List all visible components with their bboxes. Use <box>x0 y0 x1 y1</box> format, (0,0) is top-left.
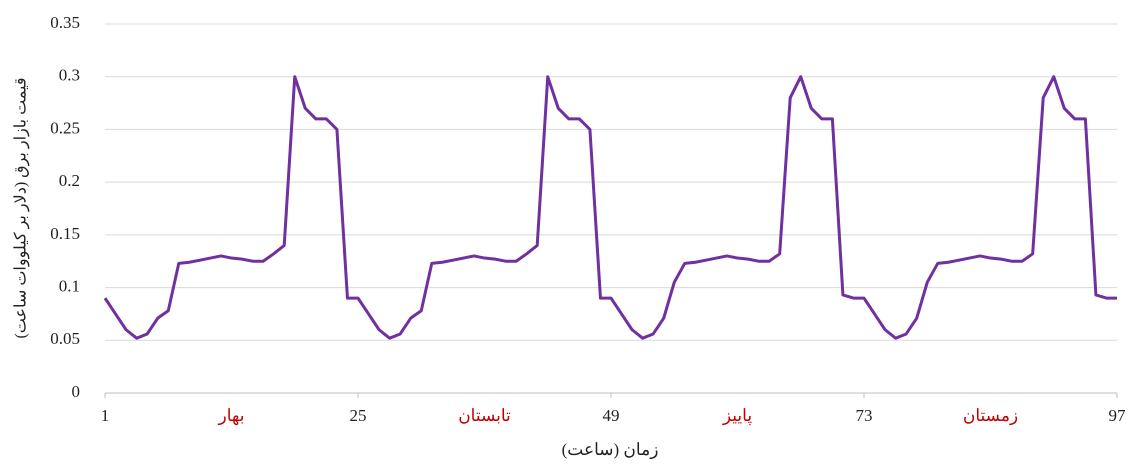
x-tick-label: 49 <box>603 406 620 425</box>
season-label: تابستان <box>458 406 511 425</box>
x-axis-label: زمان (ساعت) <box>562 440 659 460</box>
x-tick-label: 1 <box>101 406 110 425</box>
x-tick-label: 25 <box>350 406 367 425</box>
y-tick-label: 0.25 <box>50 118 80 137</box>
y-tick-label: 0.3 <box>59 66 80 85</box>
y-tick-label: 0.1 <box>59 276 80 295</box>
y-tick-label: 0.05 <box>50 329 80 348</box>
y-tick-label: 0.35 <box>50 13 80 32</box>
y-axis-label: قیمت بازار برق (دلار بر کیلووات ساعت) <box>13 77 30 338</box>
season-label: پاییز <box>722 406 752 426</box>
y-tick-label: 0.2 <box>59 171 80 190</box>
y-tick-label: 0.15 <box>50 224 80 243</box>
x-tick-label: 73 <box>856 406 873 425</box>
x-tick-label: 97 <box>1109 406 1127 425</box>
series-line <box>103 75 1117 340</box>
season-label: زمستان <box>963 406 1018 426</box>
y-tick-label: 0 <box>72 382 81 401</box>
season-label: بهار <box>218 406 245 426</box>
